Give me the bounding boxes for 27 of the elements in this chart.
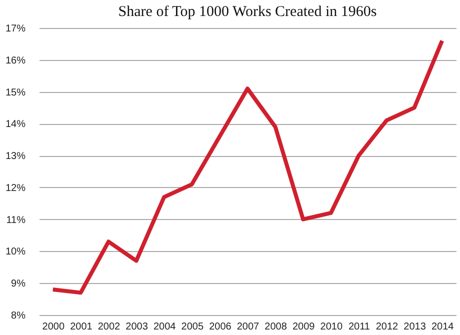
chart-title: Share of Top 1000 Works Created in 1960s xyxy=(118,4,377,20)
x-tick-label: 2001 xyxy=(70,322,93,332)
x-tick-label: 2010 xyxy=(320,322,343,332)
x-tick-label: 2007 xyxy=(236,322,260,332)
line-series xyxy=(50,38,444,295)
x-tick-label: 2012 xyxy=(376,322,399,332)
y-tick-label: 17% xyxy=(5,24,26,34)
x-tick-label: 2003 xyxy=(126,322,148,332)
y-tick-label: 8% xyxy=(11,310,26,322)
x-tick-label: 2011 xyxy=(348,322,370,332)
y-tick-label: 15% xyxy=(5,87,26,98)
x-tick-label: 2013 xyxy=(404,322,426,332)
x-tick-label: 2000 xyxy=(42,322,65,332)
y-tick-label: 12% xyxy=(5,182,26,194)
x-tick-label: 2005 xyxy=(181,322,204,332)
x-tick-label: 2014 xyxy=(431,322,454,332)
y-tick-label: 9% xyxy=(11,278,26,290)
x-tick-label: 2004 xyxy=(153,322,176,332)
x-tick-label: 2006 xyxy=(209,322,232,332)
y-tick-label: 11% xyxy=(6,214,26,226)
y-tick-label: 13% xyxy=(5,151,26,162)
y-tick-label: 10% xyxy=(5,246,26,258)
y-tick-label: 16% xyxy=(5,55,26,66)
y-tick-label: 14% xyxy=(5,119,26,130)
x-tick-label: 2002 xyxy=(98,322,121,332)
x-tick-label: 2009 xyxy=(292,322,316,332)
x-tick-label: 2008 xyxy=(264,322,288,332)
